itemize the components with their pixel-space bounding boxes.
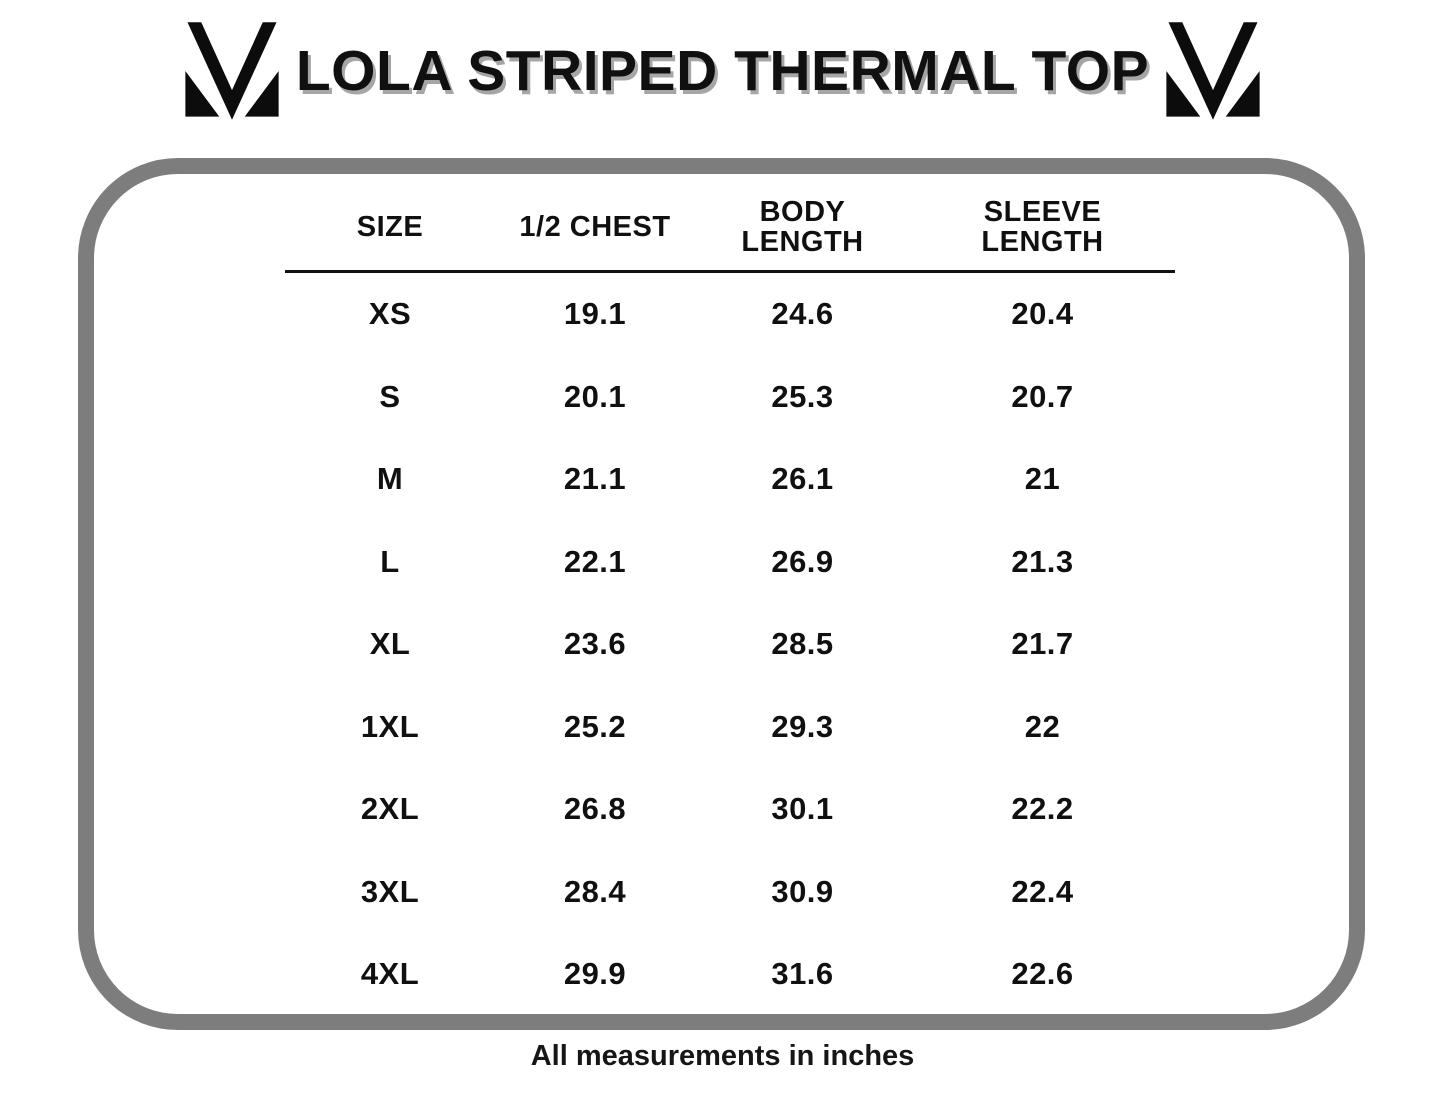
size-cell: 1XL (360, 708, 420, 744)
half-chest-cell: 25.2 (563, 708, 627, 744)
col-header-half-chest: 1/2 CHEST (519, 210, 671, 243)
body-length-cell: 30.9 (771, 873, 834, 909)
header-divider (285, 270, 1175, 273)
page-title: LOLA STRIPED THERMAL TOP (295, 39, 1150, 103)
table-row: XS 19.1 24.6 20.4 (285, 273, 1175, 356)
body-length-cell: 29.3 (771, 708, 834, 744)
body-length-cell: 30.1 (771, 791, 834, 827)
sleeve-length-cell: 21 (1024, 461, 1061, 497)
half-chest-cell: 19.1 (563, 296, 627, 332)
table-row: M 21.1 26.1 21 (285, 438, 1175, 521)
sleeve-length-cell: 20.7 (1011, 378, 1074, 414)
table-row: XL 23.6 28.5 21.7 (285, 603, 1175, 686)
body-length-cell: 25.3 (771, 378, 834, 414)
table-row: 2XL 26.8 30.1 22.2 (285, 768, 1175, 851)
size-cell: L (380, 543, 400, 579)
half-chest-cell: 21.1 (563, 461, 627, 497)
sleeve-length-cell: 22.4 (1011, 873, 1074, 909)
table-row: L 22.1 26.9 21.3 (285, 521, 1175, 604)
half-chest-cell: 26.8 (563, 791, 627, 827)
body-length-cell: 28.5 (771, 626, 834, 662)
sleeve-length-cell: 21.7 (1011, 626, 1074, 662)
size-cell: XS (368, 296, 412, 332)
size-cell: 4XL (360, 956, 420, 992)
sleeve-length-cell: 22.2 (1011, 791, 1074, 827)
half-chest-cell: 23.6 (563, 626, 627, 662)
size-cell: XL (369, 626, 411, 662)
table-header-row: SIZE 1/2 CHEST BODY LENGTH SLEEVE LENGTH (285, 190, 1175, 264)
size-cell: S (379, 378, 401, 414)
size-cell: M (376, 461, 404, 497)
col-header-sleeve-length: SLEEVE LENGTH (981, 195, 1104, 258)
col-header-size: SIZE (356, 210, 424, 243)
half-chest-cell: 29.9 (563, 956, 627, 992)
half-chest-cell: 28.4 (563, 873, 627, 909)
size-cell: 2XL (360, 791, 420, 827)
brand-logo-right-icon (1157, 18, 1269, 124)
table-row: 3XL 28.4 30.9 22.4 (285, 851, 1175, 934)
body-length-cell: 31.6 (771, 956, 834, 992)
header: LOLA STRIPED THERMAL TOP (0, 18, 1445, 124)
size-cell: 3XL (360, 873, 420, 909)
sleeve-length-cell: 20.4 (1011, 296, 1074, 332)
table-row: 1XL 25.2 29.3 22 (285, 686, 1175, 769)
sleeve-length-cell: 22 (1024, 708, 1061, 744)
body-length-cell: 26.9 (771, 543, 834, 579)
footnote: All measurements in inches (530, 1040, 915, 1072)
half-chest-cell: 20.1 (563, 378, 627, 414)
sleeve-length-cell: 22.6 (1011, 956, 1074, 992)
table-row: S 20.1 25.3 20.7 (285, 356, 1175, 439)
col-header-body-length: BODY LENGTH (741, 195, 864, 258)
table-row: 4XL 29.9 31.6 22.6 (285, 933, 1175, 1016)
size-chart-panel: SIZE 1/2 CHEST BODY LENGTH SLEEVE LENGTH… (78, 158, 1365, 1030)
body-length-cell: 26.1 (771, 461, 834, 497)
sleeve-length-cell: 21.3 (1011, 543, 1074, 579)
brand-logo-left-icon (176, 18, 288, 124)
table-body: XS 19.1 24.6 20.4 S 20.1 25.3 20.7 M 21.… (285, 273, 1175, 1016)
size-table: SIZE 1/2 CHEST BODY LENGTH SLEEVE LENGTH… (285, 190, 1175, 1016)
body-length-cell: 24.6 (771, 296, 834, 332)
half-chest-cell: 22.1 (563, 543, 627, 579)
